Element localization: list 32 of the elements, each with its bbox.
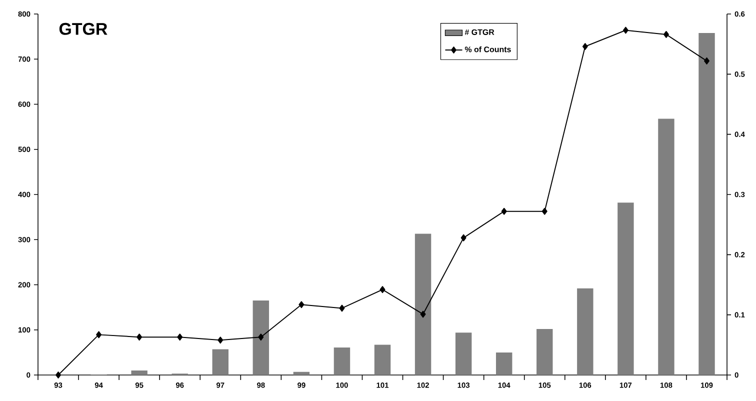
point <box>582 43 588 50</box>
bar <box>455 332 472 375</box>
bar <box>698 32 715 375</box>
point <box>501 208 507 215</box>
bar <box>293 372 310 375</box>
bar <box>374 344 391 375</box>
point <box>380 286 386 294</box>
bar <box>658 118 674 375</box>
point <box>704 57 710 64</box>
bar <box>131 370 148 375</box>
bar <box>536 328 553 375</box>
point <box>339 304 345 312</box>
point <box>460 234 466 242</box>
bar <box>414 234 432 375</box>
bar <box>618 202 634 375</box>
bar <box>334 347 350 375</box>
point <box>136 334 142 341</box>
point <box>298 301 304 308</box>
bar <box>212 349 228 375</box>
bar <box>252 300 270 375</box>
point <box>177 334 183 341</box>
chart-title: GTGR <box>59 22 108 35</box>
point <box>622 26 628 34</box>
bar <box>577 288 594 375</box>
point <box>542 208 548 215</box>
point <box>56 372 62 378</box>
point <box>663 30 669 38</box>
point <box>420 310 426 318</box>
point <box>96 331 102 338</box>
point <box>258 334 264 341</box>
point <box>218 336 224 344</box>
bar <box>496 352 512 375</box>
